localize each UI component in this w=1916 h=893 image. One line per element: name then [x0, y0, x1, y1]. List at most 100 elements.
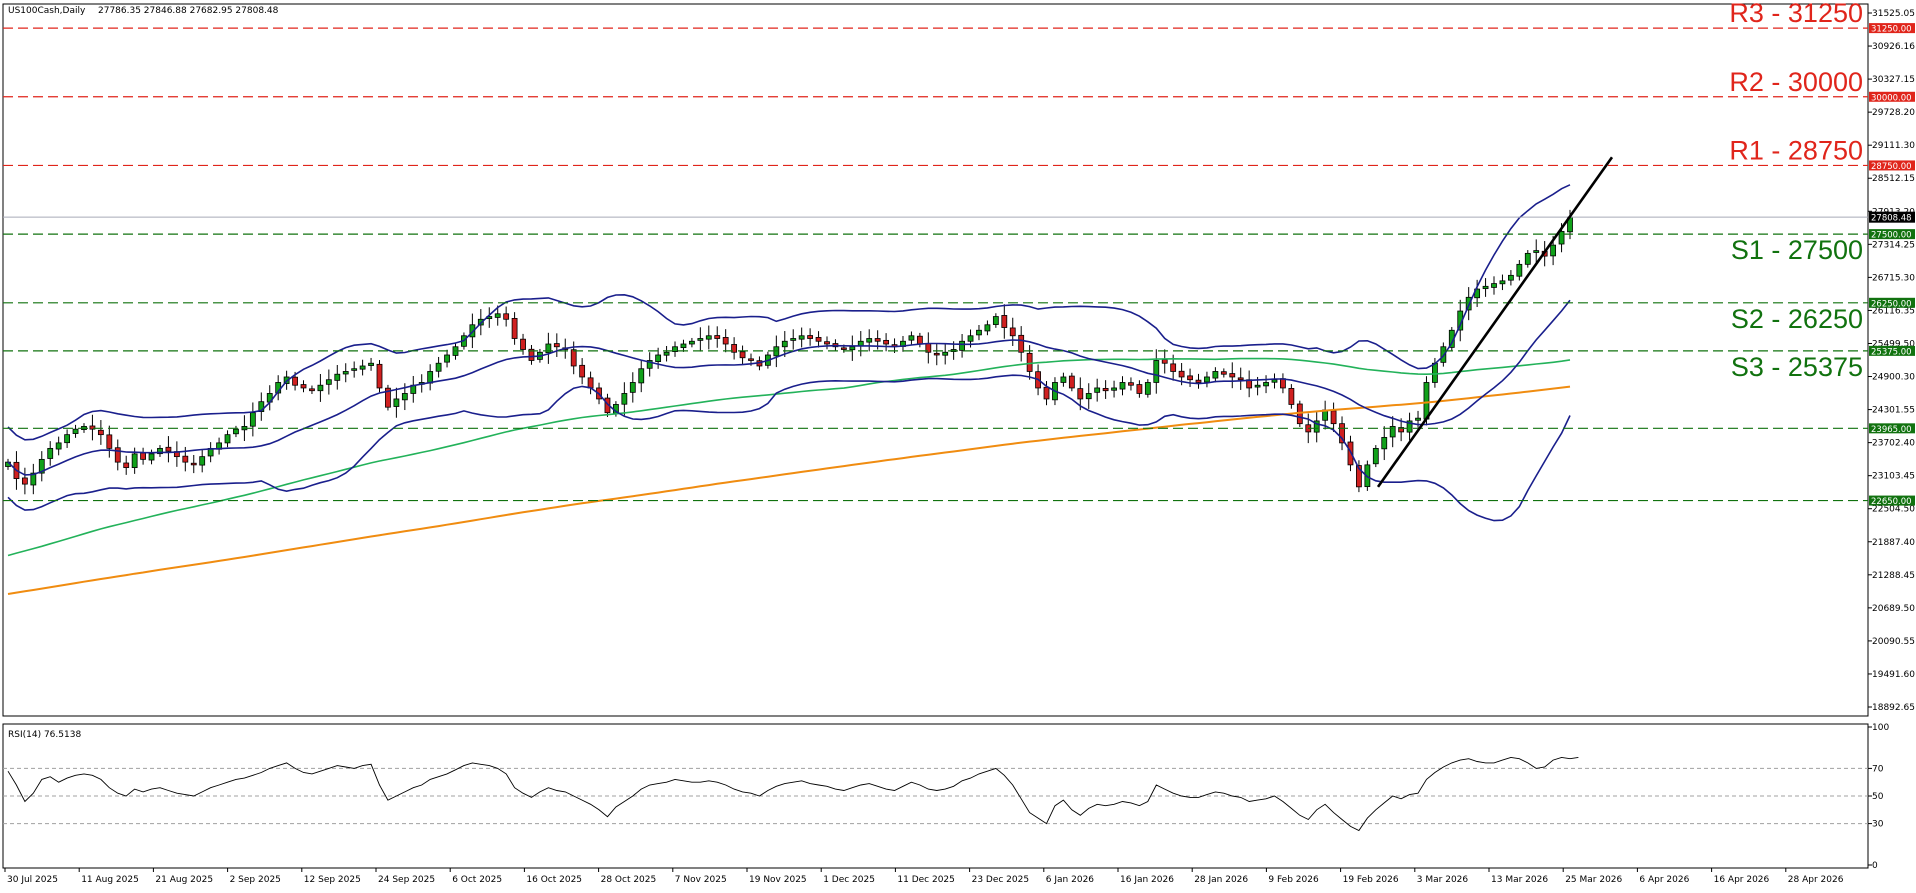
- date-tick-label: 13 Mar 2026: [1491, 875, 1548, 885]
- level-price-tag-label: 25375.00: [1871, 347, 1912, 357]
- date-tick-label: 9 Feb 2026: [1268, 875, 1319, 885]
- date-tick-label: 6 Oct 2025: [452, 875, 502, 885]
- candle-body: [368, 362, 374, 366]
- date-tick-label: 16 Apr 2026: [1714, 875, 1770, 885]
- symbol-label: US100Cash,Daily: [8, 6, 86, 16]
- candle-body: [976, 329, 982, 336]
- candle-body: [807, 335, 814, 339]
- candle-body: [292, 376, 298, 386]
- candle-body: [731, 344, 738, 353]
- price-tick-label: 20090.55: [1872, 637, 1915, 647]
- candle-body: [629, 382, 636, 393]
- candle-body: [233, 428, 239, 435]
- price-tick-label: 29728.20: [1872, 108, 1915, 118]
- candle-body: [1288, 387, 1295, 405]
- candle-body: [1271, 379, 1278, 383]
- candle-body: [148, 453, 155, 461]
- candle-body: [748, 358, 754, 361]
- price-tick-label: 23702.40: [1872, 439, 1915, 449]
- candle-body: [334, 373, 341, 381]
- candle-body: [1161, 359, 1168, 364]
- candle-body: [1136, 384, 1143, 394]
- candle-body: [72, 428, 79, 434]
- candle-body: [1558, 230, 1565, 245]
- candle-body: [655, 354, 662, 362]
- candle-body: [1187, 375, 1193, 381]
- candle-body: [1212, 371, 1219, 379]
- candle-body: [1499, 280, 1506, 285]
- level-price-tag-label: 28750.00: [1871, 162, 1912, 172]
- candle-body: [21, 477, 28, 485]
- level-label: R3 - 31250: [1729, 0, 1863, 28]
- rsi-tick-label: 100: [1872, 723, 1889, 733]
- candle-body: [123, 462, 130, 469]
- candle-body: [883, 339, 889, 345]
- price-tick-label: 31525.05: [1872, 9, 1915, 19]
- candle-body: [165, 446, 172, 452]
- date-tick-label: 11 Dec 2025: [897, 875, 955, 885]
- level-price-tag-label: 27500.00: [1871, 231, 1912, 241]
- candle-body: [1432, 362, 1438, 383]
- candle-body: [1254, 384, 1261, 388]
- date-tick-label: 23 Dec 2025: [972, 875, 1030, 885]
- candle-body: [1144, 382, 1151, 395]
- ohlc-readout: 27786.35 27846.88 27682.95 27808.48: [98, 6, 279, 16]
- candle-body: [1001, 315, 1008, 328]
- price-tick-label: 28512.15: [1872, 174, 1915, 184]
- candle-body: [511, 318, 518, 339]
- candle-body: [1347, 441, 1354, 466]
- candle-body: [503, 313, 510, 320]
- candle-body: [815, 337, 822, 342]
- candle-body: [89, 425, 96, 430]
- rsi-tick-label: 70: [1872, 764, 1884, 774]
- date-tick-label: 25 Mar 2026: [1565, 875, 1622, 885]
- candle-body: [114, 447, 121, 463]
- level-price-tag: [1869, 297, 1915, 308]
- current-price-tag: [1869, 211, 1915, 223]
- candle-body: [1229, 373, 1236, 378]
- candle-body: [984, 324, 991, 332]
- candle-body: [47, 447, 54, 459]
- candle-body: [1128, 382, 1134, 386]
- candle-body: [621, 393, 628, 405]
- candle-body: [1119, 382, 1126, 390]
- date-tick-label: 1 Dec 2025: [823, 875, 875, 885]
- level-price-tag: [1869, 23, 1915, 34]
- trendline: [1376, 156, 1614, 488]
- price-tick-label: 19491.60: [1872, 670, 1915, 680]
- candle-body: [325, 379, 332, 385]
- candle-body: [570, 349, 577, 367]
- candle-body: [1068, 375, 1075, 389]
- candle-body: [131, 453, 138, 469]
- candle-body: [798, 335, 805, 340]
- candle-body: [1111, 387, 1117, 391]
- candle-body: [1153, 360, 1160, 383]
- price-tick-label: 24900.30: [1872, 373, 1915, 383]
- candle-body: [520, 338, 526, 350]
- candle-body: [1533, 250, 1540, 253]
- bollinger-middle: [7, 299, 1571, 476]
- candle-body: [959, 340, 965, 351]
- candle-body: [1313, 420, 1320, 433]
- price-tick-label: 21887.40: [1872, 538, 1915, 548]
- candle-body: [1406, 420, 1413, 433]
- date-tick-label: 6 Apr 2026: [1639, 875, 1689, 885]
- candle-body: [781, 340, 788, 348]
- level-label: R2 - 30000: [1729, 67, 1863, 97]
- price-tick-label: 27314.25: [1872, 240, 1915, 250]
- date-tick-label: 19 Nov 2025: [749, 875, 807, 885]
- price-tick-label: 24301.55: [1872, 406, 1915, 416]
- candle-body: [528, 348, 535, 361]
- candle-body: [444, 354, 450, 363]
- candle-body: [1195, 379, 1202, 383]
- candle-body: [1398, 427, 1405, 433]
- candle-body: [579, 364, 586, 378]
- candle-body: [705, 335, 712, 340]
- date-tick-label: 16 Oct 2025: [526, 875, 582, 885]
- date-tick-label: 30 Jul 2025: [7, 875, 58, 885]
- candle-body: [1550, 244, 1557, 257]
- candle-body: [1009, 327, 1016, 337]
- candle-body: [849, 346, 856, 351]
